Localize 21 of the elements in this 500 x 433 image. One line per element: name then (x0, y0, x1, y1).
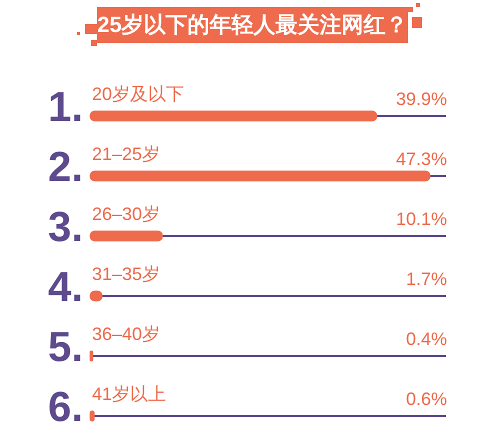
bar (90, 170, 431, 182)
bar (90, 230, 163, 242)
text: 3. (48, 203, 84, 250)
bar (90, 110, 378, 122)
y-tick-label: 21–25岁 (92, 144, 160, 164)
text: 5. (48, 323, 84, 370)
y-tick-label: 31–35岁 (92, 264, 160, 284)
y-tick-label: 41岁以上 (92, 384, 166, 404)
y-tick-label: 20岁及以下 (92, 84, 184, 104)
data-label: 47.3% (396, 148, 447, 169)
text: 4. (48, 263, 84, 310)
text: 1. (48, 83, 84, 130)
data-label: 0.4% (406, 328, 447, 349)
y-tick-label: 36–40岁 (92, 324, 160, 344)
data-label: 0.6% (406, 388, 447, 409)
y-tick-label: 26–30岁 (92, 204, 160, 224)
text: 6. (48, 383, 84, 430)
data-label: 10.1% (396, 208, 447, 229)
data-label: 39.9% (396, 88, 447, 109)
data-label: 1.7% (406, 268, 447, 289)
text: 2. (48, 143, 84, 190)
